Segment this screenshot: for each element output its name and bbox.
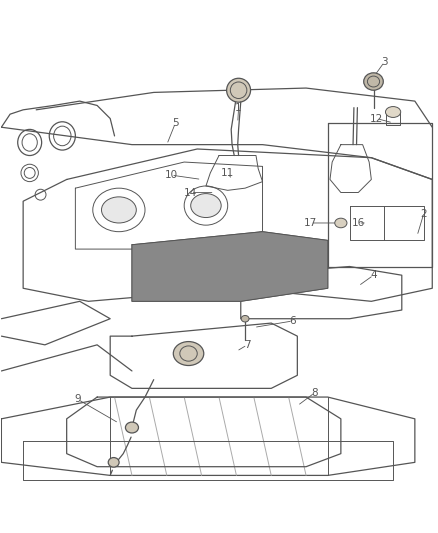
Ellipse shape [191,193,221,217]
Ellipse shape [364,73,383,90]
Text: 10: 10 [165,170,178,180]
Text: 11: 11 [221,168,234,178]
Text: 4: 4 [370,270,377,280]
Text: 6: 6 [290,316,296,326]
Text: 12: 12 [370,114,383,124]
Text: 2: 2 [420,209,427,219]
Ellipse shape [385,107,401,117]
Ellipse shape [108,457,119,467]
Text: 7: 7 [244,340,251,350]
Ellipse shape [125,422,138,433]
Text: 1: 1 [235,103,242,112]
Text: 17: 17 [304,218,317,228]
Text: 9: 9 [74,394,81,404]
Polygon shape [132,232,328,301]
Text: 5: 5 [172,118,179,128]
Text: 16: 16 [352,218,365,228]
Text: 8: 8 [311,387,318,398]
Ellipse shape [102,197,136,223]
Ellipse shape [335,218,347,228]
Ellipse shape [173,342,204,366]
Ellipse shape [241,316,249,322]
Ellipse shape [226,78,251,102]
Text: 3: 3 [381,57,388,67]
Text: 14: 14 [184,188,198,198]
